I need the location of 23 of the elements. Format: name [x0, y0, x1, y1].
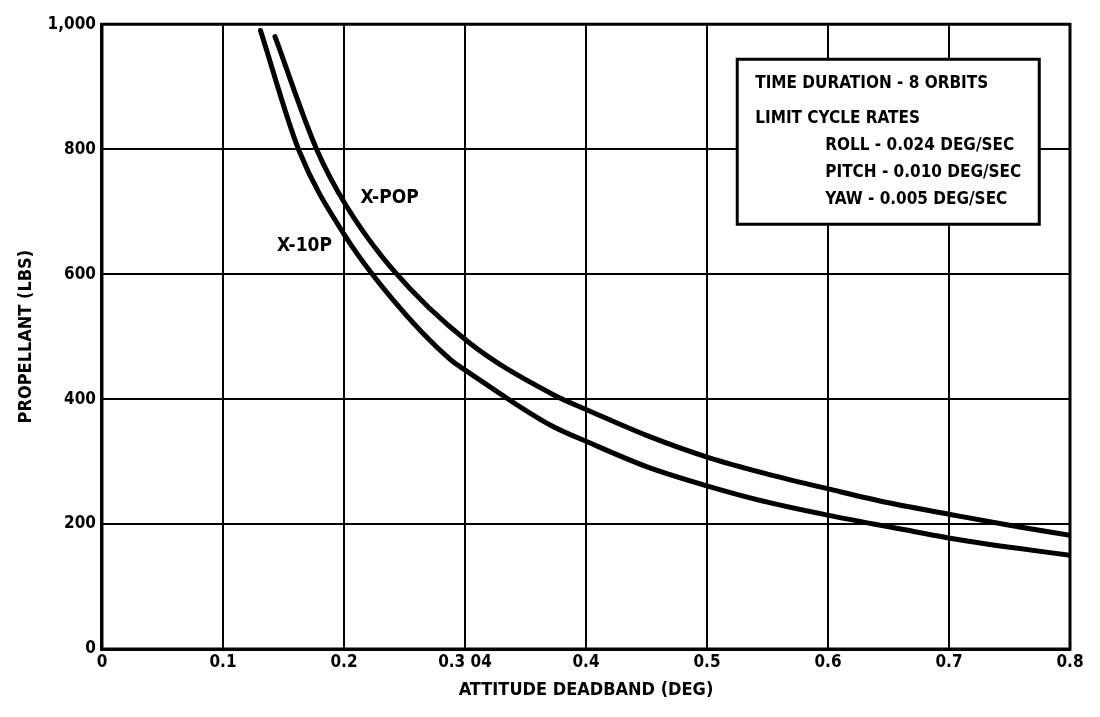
annotation: ROLL - 0.024 DEG/SEC: [825, 133, 1015, 154]
annotation: LIMIT CYCLE RATES: [755, 106, 920, 127]
y-tick-label: 600: [64, 262, 96, 283]
y-tick-label: 200: [64, 512, 96, 533]
y-tick-label: 0: [85, 637, 96, 658]
x-tick-label: 0.6: [814, 650, 842, 671]
annotation: PITCH - 0.010 DEG/SEC: [825, 160, 1022, 181]
x-tick-label: 0.1: [209, 650, 237, 671]
series-label: X-10P: [276, 233, 332, 256]
x-tick-label: 0.8: [1056, 650, 1084, 671]
x-tick-label: 0.3 04: [438, 650, 492, 671]
annotation: YAW - 0.005 DEG/SEC: [824, 187, 1008, 208]
x-axis-title: ATTITUDE DEADBAND (DEG): [458, 677, 714, 699]
y-tick-label: 1,000: [47, 12, 96, 33]
y-tick-label: 800: [64, 137, 96, 158]
annotation: TIME DURATION - 8 ORBITS: [755, 71, 989, 92]
x-tick-label: 0.2: [330, 650, 358, 671]
x-tick-label: 0.4: [572, 650, 600, 671]
x-tick-label: 0.5: [693, 650, 721, 671]
series-label: X-POP: [360, 184, 419, 207]
y-tick-label: 400: [64, 387, 96, 408]
x-tick-label: 0.7: [935, 650, 963, 671]
y-axis-title: PROPELLANT (LBS): [14, 249, 36, 424]
